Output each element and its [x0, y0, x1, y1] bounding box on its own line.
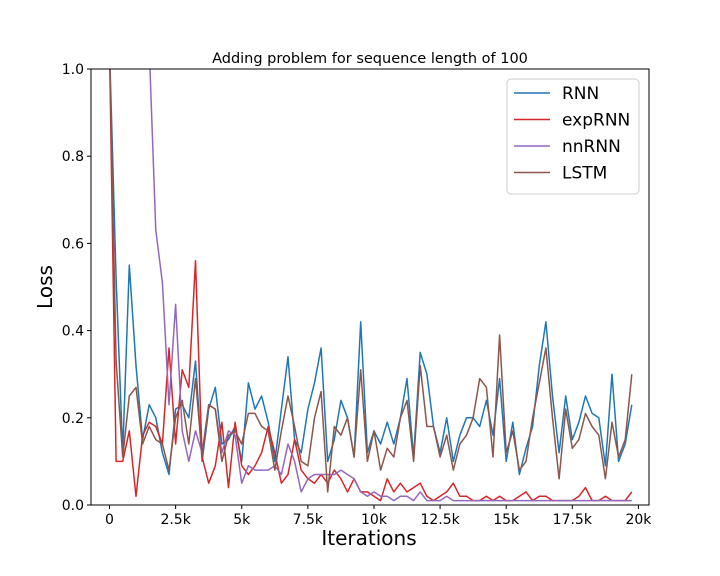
legend-items: RNN expRNN nnRNN LSTM — [514, 84, 630, 184]
series-line-nnrnn — [149, 69, 632, 502]
x-tick-label: 12.5k — [420, 512, 460, 528]
legend-label-exprnn: expRNN — [562, 111, 630, 131]
chart-title: Adding problem for sequence length of 10… — [212, 51, 528, 67]
y-tick-label: 0.2 — [62, 411, 84, 427]
x-tick-label: 7.5k — [293, 512, 324, 528]
y-tick-label: 0.6 — [62, 236, 84, 252]
x-tick-label: 20k — [625, 512, 652, 528]
y-tick-label: 0.4 — [62, 324, 84, 340]
x-tick-label: 17.5k — [553, 512, 593, 528]
y-tick-label: 1.0 — [62, 62, 84, 78]
x-axis-ticks: 0 2.5k 5k 7.5k 10k 12.5k 15k 17.5k 20k — [105, 505, 652, 528]
x-tick-label: 15k — [493, 512, 520, 528]
y-tick-label: 0.8 — [62, 149, 84, 165]
x-tick-label: 10k — [361, 512, 388, 528]
legend: RNN expRNN nnRNN LSTM — [506, 78, 640, 195]
legend-label-nnrnn: nnRNN — [562, 137, 621, 157]
series-layer — [109, 69, 633, 502]
plot-frame — [90, 68, 650, 506]
y-tick-label: 0.0 — [62, 498, 84, 514]
legend-box — [506, 78, 640, 195]
x-tick-label: 5k — [233, 512, 251, 528]
legend-label-lstm: LSTM — [562, 164, 607, 184]
x-tick-label: 2.5k — [160, 512, 191, 528]
x-tick-label: 0 — [105, 512, 114, 528]
series-line-rnn — [109, 69, 633, 476]
x-axis-label: Iterations — [321, 526, 416, 550]
y-axis-ticks: 0.0 0.2 0.4 0.6 0.8 1.0 — [62, 62, 91, 514]
legend-label-rnn: RNN — [562, 84, 599, 104]
y-axis-label: Loss — [33, 265, 57, 309]
series-line-lstm — [109, 69, 633, 493]
